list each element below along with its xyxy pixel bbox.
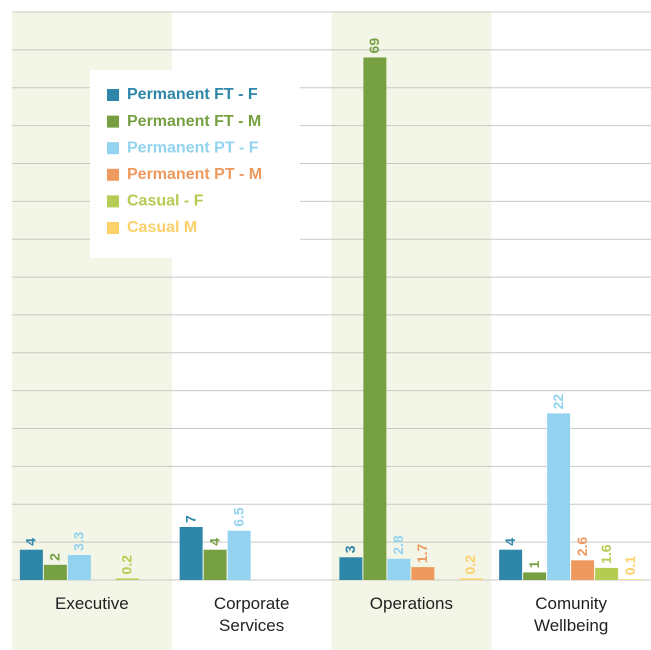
bar xyxy=(571,560,595,580)
legend-swatch xyxy=(107,89,119,101)
data-label: 0.2 xyxy=(119,555,135,575)
legend-label: Permanent FT - F xyxy=(127,86,258,103)
data-label: 3.3 xyxy=(71,531,87,551)
bar xyxy=(411,567,435,580)
bar xyxy=(459,578,483,580)
bar xyxy=(203,549,227,580)
x-tick-label: Corporate Services xyxy=(213,594,290,635)
bar xyxy=(19,549,43,580)
data-label: 4 xyxy=(206,538,222,546)
data-label: 2.8 xyxy=(390,535,406,555)
data-label: 7 xyxy=(182,515,198,523)
data-label: 2 xyxy=(47,553,63,561)
bar xyxy=(387,558,411,580)
data-label: 0.1 xyxy=(622,556,638,576)
data-label: 2.6 xyxy=(574,537,590,557)
data-label: 22 xyxy=(550,394,566,410)
x-tick-label: Operations xyxy=(369,594,453,613)
legend-swatch xyxy=(107,168,119,181)
bar xyxy=(67,555,91,580)
legend-swatch xyxy=(107,142,119,155)
bar xyxy=(115,578,139,580)
data-label: 3 xyxy=(342,545,358,553)
bar xyxy=(227,530,251,580)
legend-swatch xyxy=(107,222,119,234)
legend-label: Permanent PT - F xyxy=(127,139,259,156)
bar xyxy=(363,57,387,580)
data-label: 1.7 xyxy=(414,543,430,563)
bar xyxy=(43,564,67,580)
data-label: 6.5 xyxy=(230,507,246,527)
legend-swatch xyxy=(107,195,119,208)
bar xyxy=(339,557,363,580)
bar xyxy=(523,572,547,580)
bar xyxy=(499,549,523,580)
data-label: 4 xyxy=(502,538,518,546)
data-label: 1.6 xyxy=(598,544,614,564)
data-label: 1 xyxy=(526,560,542,568)
band-background xyxy=(331,12,492,650)
data-label: 4 xyxy=(23,538,39,546)
bar xyxy=(619,579,643,580)
x-tick-label: Executive xyxy=(55,594,129,613)
legend-swatch xyxy=(107,115,119,128)
data-label: 69 xyxy=(366,38,382,54)
bar xyxy=(547,413,571,580)
legend-label: Casual - F xyxy=(127,193,204,210)
legend-label: Casual M xyxy=(127,219,197,236)
legend-label: Permanent PT - M xyxy=(127,166,262,183)
data-label: 0.2 xyxy=(462,555,478,575)
bar xyxy=(179,526,203,580)
legend-box xyxy=(90,70,300,258)
x-tick-label: Comunity Wellbeing xyxy=(533,594,609,635)
bar xyxy=(595,567,619,580)
legend-label: Permanent FT - M xyxy=(127,113,261,130)
